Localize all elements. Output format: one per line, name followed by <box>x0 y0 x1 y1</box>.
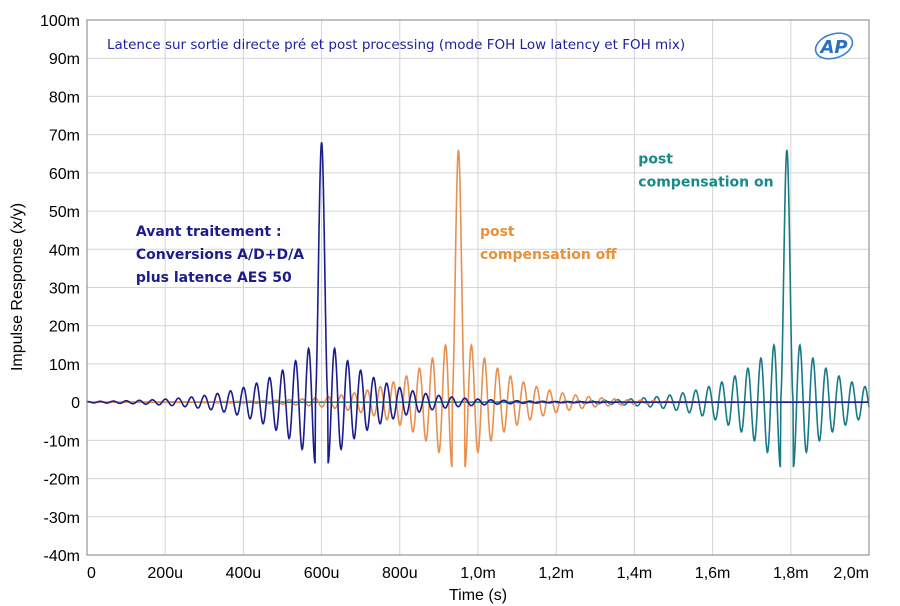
chart-title: Latence sur sortie directe pré et post p… <box>107 37 685 53</box>
y-tick-label: 90m <box>49 51 80 68</box>
x-axis-label: Time (s) <box>449 587 507 604</box>
y-tick-label: 0 <box>71 395 80 412</box>
series-line <box>87 142 869 464</box>
x-tick-label: 200u <box>147 565 183 582</box>
y-tick-label: 50m <box>49 204 80 221</box>
y-tick-label: 100m <box>40 13 80 30</box>
annotation-line: compensation on <box>638 174 773 190</box>
plot-frame <box>86 19 870 556</box>
x-tick-label: 600u <box>304 565 340 582</box>
x-tick-label: 1,0m <box>460 565 496 582</box>
y-axis-label: Impulse Response (x/y) <box>9 203 26 371</box>
x-tick-label: 800u <box>382 565 418 582</box>
y-tick-labels: -40m -30m -20m -10m 0 10m 20m 30m 40m 50m 60m 70m 80… <box>40 13 80 565</box>
annotations: Avant traitement : Conversions A/D+D/A plu… <box>136 151 774 286</box>
y-tick-label: 70m <box>49 128 80 145</box>
y-tick-label: -20m <box>44 472 80 489</box>
annotation: Avant traitement : Conversions A/D+D/A plu… <box>136 224 304 286</box>
annotation-line: Conversions A/D+D/A <box>136 247 304 263</box>
x-tick-label: 1,6m <box>695 565 731 582</box>
annotation-line: plus latence AES 50 <box>136 270 292 286</box>
x-tick-label: 1,8m <box>773 565 809 582</box>
y-tick-label: 40m <box>49 242 80 259</box>
annotation: post compensation on <box>638 151 773 190</box>
x-tick-label: 1,4m <box>617 565 653 582</box>
y-tick-label: 20m <box>49 319 80 336</box>
annotation-line: post <box>638 151 673 167</box>
series-layer <box>87 142 870 468</box>
annotation-line: post <box>480 224 515 240</box>
y-tick-label: -30m <box>44 510 80 527</box>
x-tick-labels: 0 200u 400u 600u 800u 1,0m 1,2m 1,4m 1,6m 1,8m 2,0… <box>87 565 869 582</box>
x-tick-label: 0 <box>87 565 96 582</box>
ap-logo: AP <box>814 32 854 60</box>
annotation-line: Avant traitement : <box>136 224 282 240</box>
ap-logo-text: AP <box>818 37 847 58</box>
y-tick-label: 30m <box>49 281 80 298</box>
annotation: post compensation off <box>480 224 617 263</box>
y-tick-label: -10m <box>44 433 80 450</box>
x-tick-label: 2,0m <box>833 565 869 582</box>
y-tick-label: 10m <box>49 357 80 374</box>
y-tick-label: -40m <box>44 548 80 565</box>
x-tick-label: 400u <box>226 565 262 582</box>
y-tick-label: 60m <box>49 166 80 183</box>
annotation-line: compensation off <box>480 247 617 263</box>
x-tick-label: 1,2m <box>538 565 574 582</box>
y-tick-label: 80m <box>49 89 80 106</box>
